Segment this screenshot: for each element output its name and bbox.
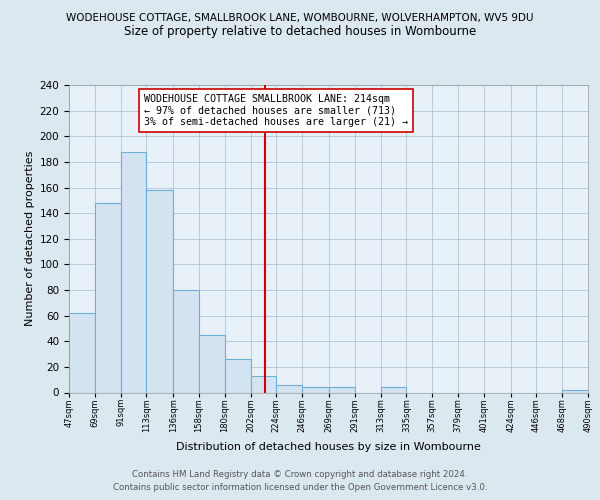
Bar	[225, 359, 251, 392]
Y-axis label: Number of detached properties: Number of detached properties	[25, 151, 35, 326]
Bar	[277, 385, 302, 392]
Text: Distribution of detached houses by size in Wombourne: Distribution of detached houses by size …	[176, 442, 481, 452]
Bar	[69, 313, 95, 392]
Bar	[146, 190, 173, 392]
Text: WODEHOUSE COTTAGE, SMALLBROOK LANE, WOMBOURNE, WOLVERHAMPTON, WV5 9DU: WODEHOUSE COTTAGE, SMALLBROOK LANE, WOMB…	[66, 12, 534, 22]
Bar	[562, 390, 588, 392]
Text: WODEHOUSE COTTAGE SMALLBROOK LANE: 214sqm
← 97% of detached houses are smaller (: WODEHOUSE COTTAGE SMALLBROOK LANE: 214sq…	[144, 94, 408, 128]
Bar	[380, 388, 406, 392]
Bar	[121, 152, 146, 392]
Text: Contains public sector information licensed under the Open Government Licence v3: Contains public sector information licen…	[113, 482, 487, 492]
Bar	[199, 335, 225, 392]
Bar	[302, 388, 329, 392]
Bar	[173, 290, 199, 392]
Bar	[329, 388, 355, 392]
Text: Contains HM Land Registry data © Crown copyright and database right 2024.: Contains HM Land Registry data © Crown c…	[132, 470, 468, 479]
Text: Size of property relative to detached houses in Wombourne: Size of property relative to detached ho…	[124, 25, 476, 38]
Bar	[251, 376, 277, 392]
Bar	[95, 203, 121, 392]
